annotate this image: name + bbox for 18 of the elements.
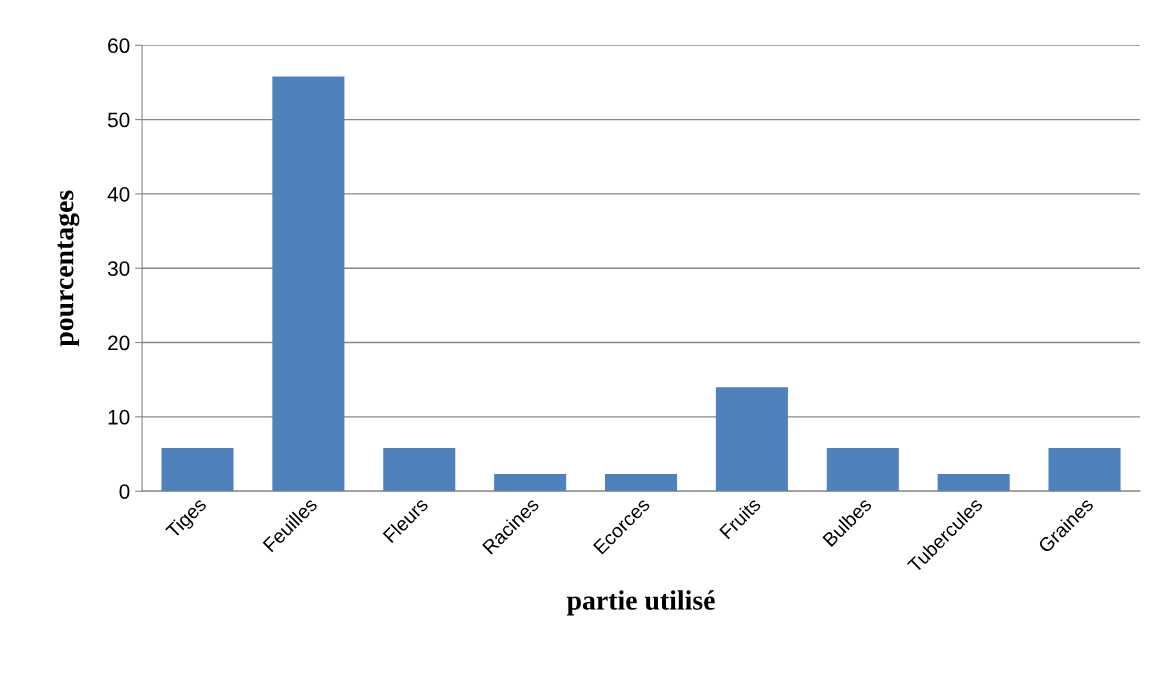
bar (272, 76, 345, 492)
y-tick-label: 20 (108, 335, 130, 351)
bar (604, 474, 678, 492)
y-tick-label: 50 (107, 112, 130, 128)
x-axis-title: partie utilisé (566, 590, 715, 616)
bar (494, 474, 567, 492)
y-axis-title: pourcentages (57, 190, 80, 347)
y-tick-label: 0 (119, 484, 130, 499)
bar (826, 448, 899, 492)
y-tick-label: 40 (107, 186, 130, 202)
bar (161, 448, 234, 492)
y-tick-label: 10 (108, 409, 130, 425)
y-tick-label: 60 (108, 38, 130, 54)
bar (383, 448, 456, 492)
bar (937, 474, 1010, 492)
bar (715, 387, 788, 492)
y-tick-label: 30 (107, 261, 130, 276)
bar (1048, 448, 1121, 492)
